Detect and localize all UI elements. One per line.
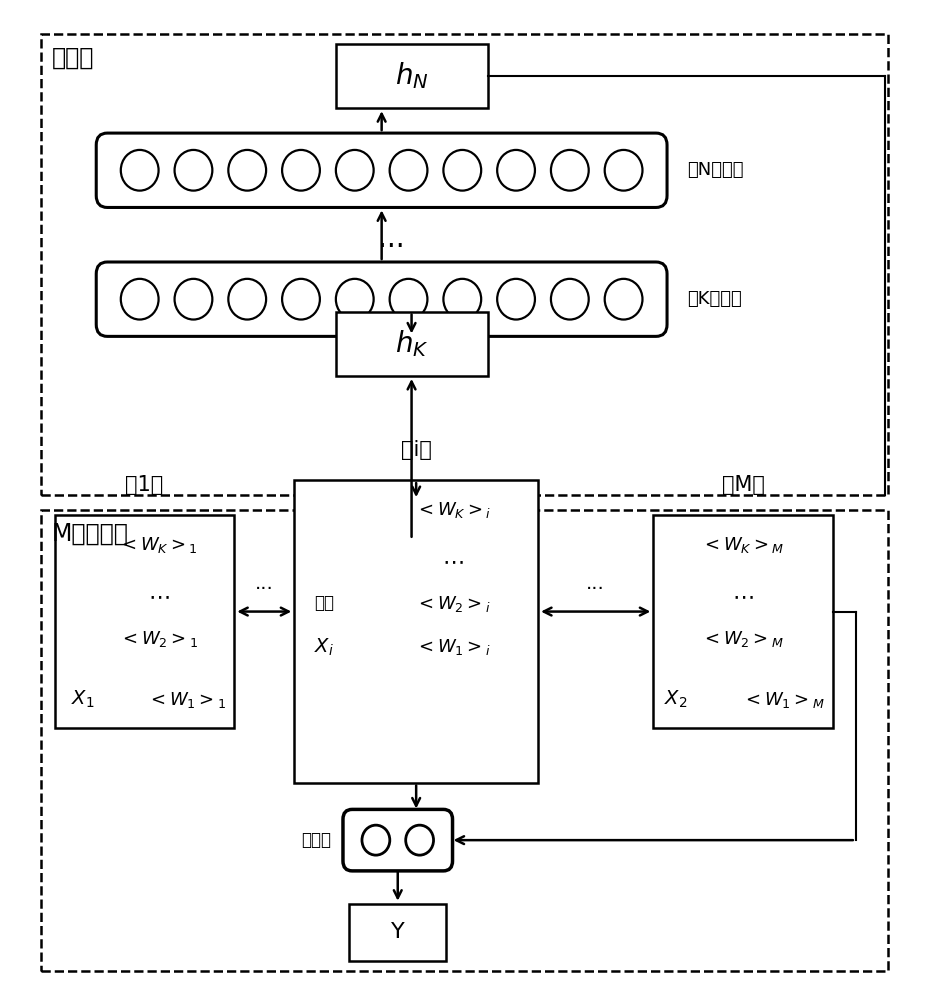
Text: 第i方: 第i方 [400,440,432,460]
Circle shape [282,279,319,320]
Circle shape [174,279,213,320]
Text: $h_N$: $h_N$ [394,61,428,91]
Text: $<W_2>_i$: $<W_2>_i$ [415,594,491,614]
Text: $<W_1>_i$: $<W_1>_i$ [415,637,491,657]
Text: $<W_1>_1$: $<W_1>_1$ [148,690,226,710]
Text: 标签: 标签 [314,594,334,612]
Text: M个客户端: M个客户端 [52,522,129,546]
Bar [652,515,831,728]
Circle shape [443,150,481,191]
FancyBboxPatch shape [342,809,452,871]
Text: $<W_K>_M$: $<W_K>_M$ [701,535,784,555]
Bar [349,904,445,961]
Text: 服务器: 服务器 [52,46,95,70]
Text: $X_i$: $X_i$ [314,637,334,658]
Text: 第M方: 第M方 [721,475,764,495]
Circle shape [121,150,159,191]
Text: $X_2$: $X_2$ [664,689,687,710]
Circle shape [282,150,319,191]
Text: Y: Y [391,922,405,942]
Text: $<W_K>_1$: $<W_K>_1$ [119,535,198,555]
Bar [41,510,887,971]
Text: ···: ··· [586,580,604,599]
Text: 第1方: 第1方 [125,475,163,495]
Text: $<W_K>_i$: $<W_K>_i$ [415,500,491,520]
Circle shape [550,150,588,191]
Circle shape [336,279,373,320]
Text: $<W_1>_M$: $<W_1>_M$ [741,690,824,710]
Text: $\cdots$: $\cdots$ [442,552,463,572]
Text: 第K个隐层: 第K个隐层 [687,290,741,308]
FancyBboxPatch shape [97,262,666,336]
Text: 输出层: 输出层 [301,831,330,849]
Text: $h_K$: $h_K$ [394,328,428,359]
Circle shape [228,150,265,191]
Text: $X_1$: $X_1$ [71,689,95,710]
Circle shape [228,279,265,320]
Text: $<W_2>_M$: $<W_2>_M$ [701,629,784,649]
Circle shape [604,150,642,191]
Bar [294,480,537,783]
Circle shape [336,150,373,191]
Circle shape [406,825,433,855]
Text: $\cdots$: $\cdots$ [148,586,169,606]
Circle shape [362,825,390,855]
Circle shape [496,150,535,191]
Circle shape [174,150,213,191]
Circle shape [389,279,427,320]
Circle shape [443,279,481,320]
Bar [335,44,487,108]
Bar [335,312,487,376]
Bar [41,34,887,495]
Circle shape [496,279,535,320]
Circle shape [550,279,588,320]
Text: ···: ··· [377,233,404,261]
Circle shape [389,150,427,191]
Bar [55,515,234,728]
Circle shape [121,279,159,320]
Text: 第N个隐层: 第N个隐层 [687,161,743,179]
Text: ···: ··· [254,580,274,599]
Circle shape [604,279,642,320]
FancyBboxPatch shape [97,133,666,207]
Text: $\cdots$: $\cdots$ [731,586,753,606]
Text: $<W_2>_1$: $<W_2>_1$ [119,629,198,649]
